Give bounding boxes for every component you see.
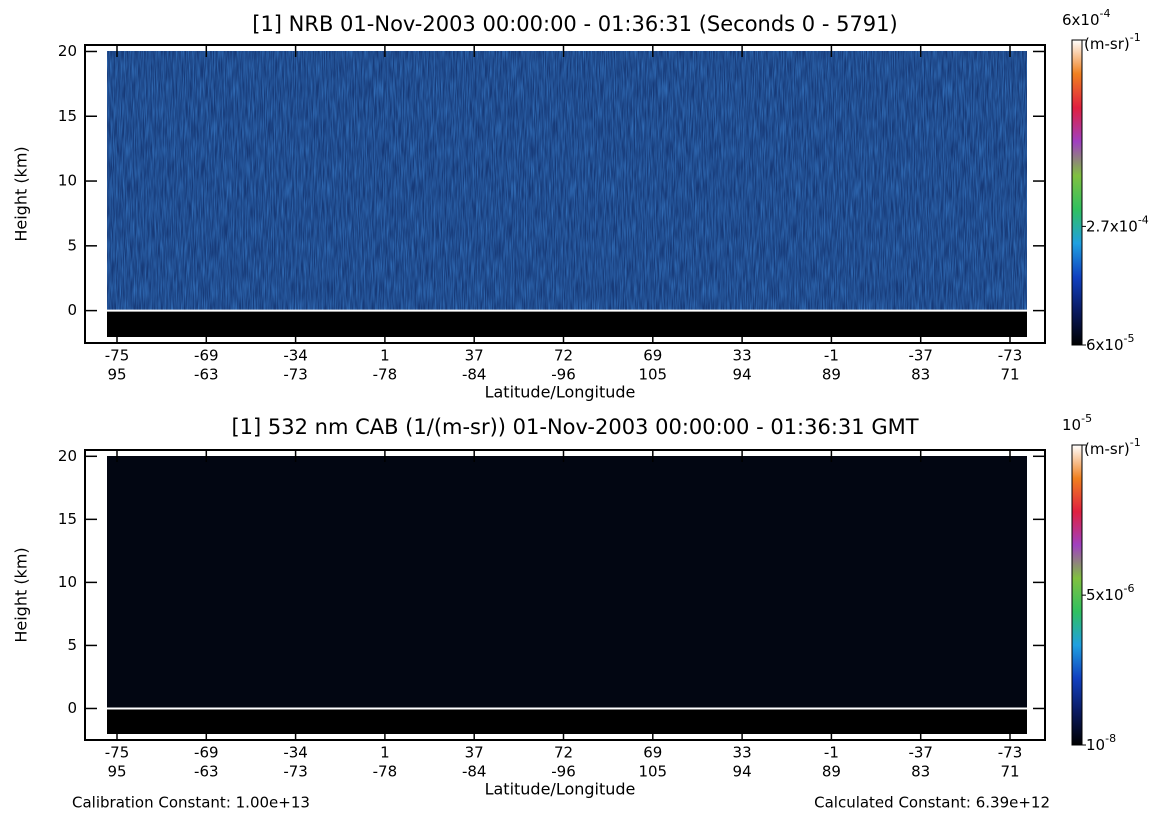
colorbar xyxy=(1071,39,1083,346)
footnote: Calibration Constant: 1.00e+13 xyxy=(72,794,310,812)
x-tick-latitude: -34 xyxy=(283,347,308,365)
x-tick-latitude: -73 xyxy=(998,744,1023,762)
y-axis-label: Height (km) xyxy=(12,146,31,241)
chart-title: [1] 532 nm CAB (1/(m-sr)) 01-Nov-2003 00… xyxy=(231,415,918,439)
y-axis-label: Height (km) xyxy=(12,547,31,642)
x-tick-longitude: -96 xyxy=(551,366,576,384)
colorbar-tick-label: 10-8 xyxy=(1086,732,1116,754)
colorbar-tick-label-base: 2.7x10 xyxy=(1086,217,1138,235)
x-tick-latitude: -34 xyxy=(283,744,308,762)
x-tick-longitude: 71 xyxy=(1000,366,1019,384)
colorbar-tick-label-base: 10 xyxy=(1062,416,1081,434)
y-tick-label: 5 xyxy=(67,636,77,654)
x-tick-longitude: -73 xyxy=(283,763,308,781)
colorbar-tick-label: 2.7x10-4 xyxy=(1086,213,1149,235)
x-tick-latitude: -1 xyxy=(824,347,839,365)
colorbar-unit-base: (m-sr) xyxy=(1084,35,1130,53)
colorbar-tick-label: 6x10-5 xyxy=(1086,332,1134,354)
x-tick-latitude: 72 xyxy=(554,347,573,365)
x-tick-latitude: -75 xyxy=(105,347,130,365)
colorbar-unit-exponent: -1 xyxy=(1130,31,1141,44)
x-tick-latitude: -75 xyxy=(105,744,130,762)
colorbar-unit-exponent: -1 xyxy=(1130,436,1141,449)
x-tick-longitude: 95 xyxy=(107,763,126,781)
x-tick-longitude: -78 xyxy=(373,763,398,781)
colorbar-tick-label-exponent: -6 xyxy=(1124,582,1135,595)
colorbar-tick-label-base: 5x10 xyxy=(1086,586,1124,604)
y-tick-label: 0 xyxy=(67,301,77,319)
y-tick-label: 20 xyxy=(58,42,77,60)
axes-frame xyxy=(84,44,1046,344)
x-tick-longitude: 105 xyxy=(638,763,667,781)
x-axis-label: Latitude/Longitude xyxy=(485,780,636,799)
x-tick-longitude: -84 xyxy=(462,366,487,384)
x-tick-longitude: 89 xyxy=(822,366,841,384)
x-tick-longitude: -63 xyxy=(194,763,219,781)
x-tick-longitude: 95 xyxy=(107,366,126,384)
curtain-background xyxy=(107,456,1027,734)
x-tick-latitude: 69 xyxy=(643,744,662,762)
x-tick-latitude: -69 xyxy=(194,744,219,762)
x-tick-latitude: -73 xyxy=(998,347,1023,365)
x-tick-latitude: 1 xyxy=(380,347,390,365)
curtain-noise xyxy=(107,51,1027,337)
colorbar-tick-label-base: 10 xyxy=(1086,736,1105,754)
colorbar-unit-base: (m-sr) xyxy=(1084,440,1130,458)
colorbar-tick-label-base: 6x10 xyxy=(1062,11,1100,29)
colorbar-tick-label-exponent: -4 xyxy=(1100,7,1111,20)
chart-title: [1] NRB 01-Nov-2003 00:00:00 - 01:36:31 … xyxy=(252,12,897,36)
x-tick-latitude: 37 xyxy=(465,347,484,365)
x-tick-longitude: 89 xyxy=(822,763,841,781)
x-tick-longitude: -96 xyxy=(551,763,576,781)
footnote: Calculated Constant: 6.39e+12 xyxy=(814,794,1050,812)
colorbar-unit: (m-sr)-1 xyxy=(1084,31,1141,53)
x-tick-latitude: -37 xyxy=(908,347,933,365)
x-tick-latitude: -1 xyxy=(824,744,839,762)
x-tick-latitude: -37 xyxy=(908,744,933,762)
colorbar-tick-label-exponent: -5 xyxy=(1081,412,1092,425)
x-tick-longitude: 105 xyxy=(638,366,667,384)
y-tick-label: 15 xyxy=(58,107,77,125)
colorbar-tick-label: 5x10-6 xyxy=(1086,582,1134,604)
x-tick-longitude: -78 xyxy=(373,366,398,384)
y-tick-label: 10 xyxy=(58,573,77,591)
x-tick-latitude: 33 xyxy=(733,347,752,365)
x-tick-latitude: 37 xyxy=(465,744,484,762)
y-tick-label: 20 xyxy=(58,447,77,465)
colorbar-tick-label-base: 6x10 xyxy=(1086,336,1124,354)
x-tick-latitude: 1 xyxy=(380,744,390,762)
colorbar-tick-label-exponent: -5 xyxy=(1124,332,1135,345)
colorbar-tick-label: 10-5 xyxy=(1062,412,1092,434)
y-tick-label: 5 xyxy=(67,236,77,254)
x-tick-longitude: 83 xyxy=(911,366,930,384)
y-tick-label: 10 xyxy=(58,172,77,190)
colorbar-tick-label: 6x10-4 xyxy=(1062,7,1110,29)
x-tick-longitude: -84 xyxy=(462,763,487,781)
surface-band xyxy=(107,708,1027,734)
x-tick-longitude: 83 xyxy=(911,763,930,781)
colorbar-tick-label-exponent: -4 xyxy=(1138,213,1149,226)
y-tick-label: 0 xyxy=(67,699,77,717)
colorbar-tick-label-exponent: -8 xyxy=(1105,732,1116,745)
x-tick-latitude: -69 xyxy=(194,347,219,365)
x-tick-longitude: 71 xyxy=(1000,763,1019,781)
x-tick-longitude: -73 xyxy=(283,366,308,384)
x-tick-latitude: 33 xyxy=(733,744,752,762)
surface-band xyxy=(107,310,1027,337)
x-tick-longitude: -63 xyxy=(194,366,219,384)
x-tick-longitude: 94 xyxy=(733,366,752,384)
colorbar-unit: (m-sr)-1 xyxy=(1084,436,1141,458)
x-tick-latitude: 69 xyxy=(643,347,662,365)
colorbar xyxy=(1071,444,1083,746)
x-axis-label: Latitude/Longitude xyxy=(485,383,636,402)
x-tick-latitude: 72 xyxy=(554,744,573,762)
x-tick-longitude: 94 xyxy=(733,763,752,781)
axes-frame xyxy=(84,449,1046,741)
y-tick-label: 15 xyxy=(58,510,77,528)
